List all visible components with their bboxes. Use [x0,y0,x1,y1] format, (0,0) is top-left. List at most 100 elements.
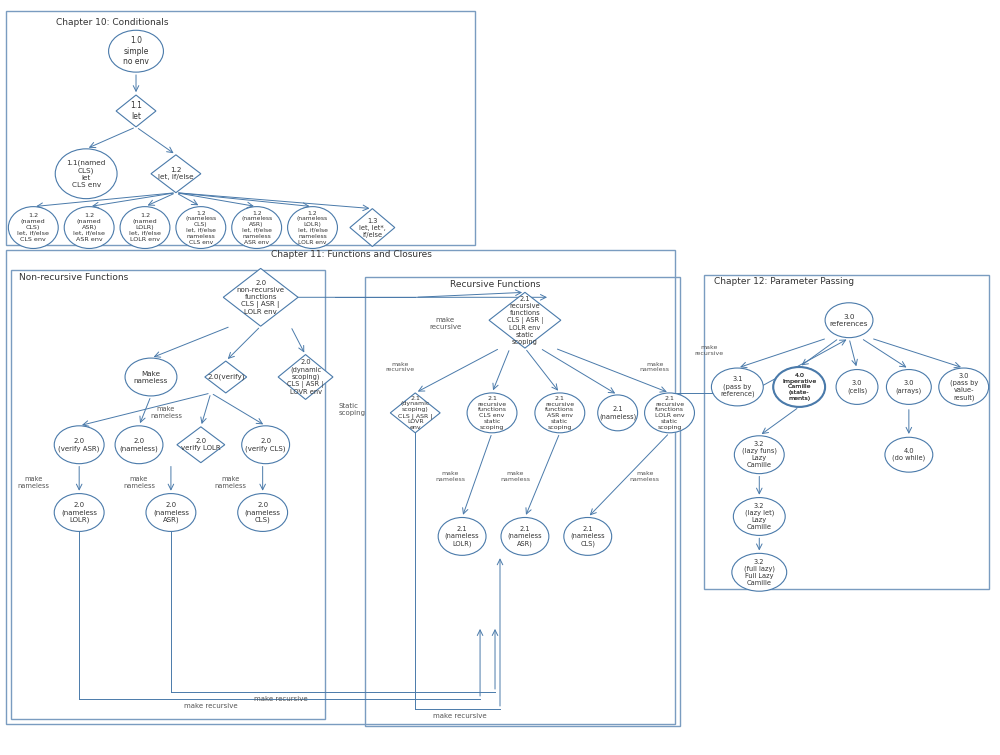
Polygon shape [278,355,333,399]
Ellipse shape [54,494,104,532]
Polygon shape [390,393,440,433]
Text: 3.2
(lazy let)
Lazy
Camille: 3.2 (lazy let) Lazy Camille [745,503,774,530]
Text: 2.1
recursive
functions
CLS env
static
scoping: 2.1 recursive functions CLS env static s… [477,396,507,430]
Text: 1.2
(named
CLS)
let, if/else
CLS env: 1.2 (named CLS) let, if/else CLS env [17,214,49,242]
Text: Make
nameless: Make nameless [134,371,168,384]
Text: Static
scoping: Static scoping [338,403,365,416]
Text: 4.0
Imperative
Camille
(state-
ments): 4.0 Imperative Camille (state- ments) [782,373,816,401]
Ellipse shape [773,367,825,407]
Text: 2.1
(nameless): 2.1 (nameless) [599,406,636,420]
Text: 3.2
(full lazy)
Full Lazy
Camille: 3.2 (full lazy) Full Lazy Camille [744,559,775,586]
Text: 1.2
(named
LOLR)
let, if/else
LOLR env: 1.2 (named LOLR) let, if/else LOLR env [129,214,161,242]
Text: 2.0(verify): 2.0(verify) [207,374,245,381]
Ellipse shape [438,517,486,556]
Ellipse shape [773,367,825,407]
Text: 2.1
(nameless
LOLR): 2.1 (nameless LOLR) [445,526,479,547]
Text: 1.3
let, let*,
if/else: 1.3 let, let*, if/else [359,217,386,238]
Polygon shape [177,427,225,463]
Ellipse shape [8,207,58,248]
Ellipse shape [734,436,784,473]
Text: 2.0
(nameless
ASR): 2.0 (nameless ASR) [153,502,189,523]
Text: 4.0
Imperative
Camille
(state-
ments): 4.0 Imperative Camille (state- ments) [782,373,816,401]
Text: make recursive: make recursive [254,696,307,702]
Text: make
nameless: make nameless [123,476,155,489]
Text: Chapter 10: Conditionals: Chapter 10: Conditionals [56,18,169,27]
Text: make
nameless: make nameless [640,362,670,372]
Ellipse shape [125,358,177,396]
Text: 2.1
recursive
functions
ASR env
static
scoping: 2.1 recursive functions ASR env static s… [545,396,574,430]
Text: 4.0
(do while): 4.0 (do while) [892,448,925,461]
Text: 1.1(named
CLS)
let
CLS env: 1.1(named CLS) let CLS env [66,160,106,188]
Ellipse shape [54,426,104,464]
Text: Chapter 12: Parameter Passing: Chapter 12: Parameter Passing [714,277,855,286]
Text: 1.2
(named
ASR)
let, if/else
ASR env: 1.2 (named ASR) let, if/else ASR env [73,214,105,242]
Text: make
recursive: make recursive [695,345,724,356]
Text: make
recursive: make recursive [386,362,415,372]
Text: 2.0
verify LOLR: 2.0 verify LOLR [181,438,221,451]
Ellipse shape [886,369,931,405]
Polygon shape [489,292,561,348]
Text: make
nameless: make nameless [150,406,182,419]
Ellipse shape [232,207,282,248]
Text: 2.1
(dynamic
scoping)
CLS | ASR |
LOVR
env: 2.1 (dynamic scoping) CLS | ASR | LOVR e… [398,396,432,430]
Text: 2.0
(nameless
LOLR): 2.0 (nameless LOLR) [61,502,97,523]
Text: 2.0
non-recursive
functions
CLS | ASR |
LOLR env: 2.0 non-recursive functions CLS | ASR | … [237,280,285,315]
Ellipse shape [55,149,117,199]
Text: 1.0
simple
no env: 1.0 simple no env [123,36,149,66]
Text: Chapter 11: Functions and Closures: Chapter 11: Functions and Closures [271,251,432,260]
Ellipse shape [885,437,933,472]
Ellipse shape [64,207,114,248]
Text: 3.1
(pass by
reference): 3.1 (pass by reference) [720,377,755,397]
Text: 1.2
(nameless
LOLR)
let, if/else
nameless
LOLR env: 1.2 (nameless LOLR) let, if/else nameles… [297,211,328,245]
Text: make
nameless: make nameless [630,471,660,482]
Ellipse shape [120,207,170,248]
Ellipse shape [711,368,763,406]
Ellipse shape [115,426,163,464]
Ellipse shape [836,369,878,405]
Ellipse shape [467,393,517,433]
Text: make
recursive: make recursive [429,316,461,330]
Text: make
nameless: make nameless [500,471,530,482]
Text: 2.0
(nameless
CLS): 2.0 (nameless CLS) [245,502,281,523]
Text: 3.0
references: 3.0 references [830,314,868,327]
Text: make
nameless: make nameless [435,471,465,482]
Text: make
nameless: make nameless [17,476,49,489]
Text: make recursive: make recursive [184,703,238,709]
Text: 2.0
(verify ASR): 2.0 (verify ASR) [58,438,100,451]
Ellipse shape [288,207,337,248]
Ellipse shape [176,207,226,248]
Polygon shape [116,95,156,127]
Text: 2.0
(verify CLS): 2.0 (verify CLS) [245,438,286,451]
Text: Recursive Functions: Recursive Functions [450,280,541,289]
Ellipse shape [939,368,989,406]
Text: 1.2
let, if/else: 1.2 let, if/else [158,168,194,180]
Text: 2.0
(nameless): 2.0 (nameless) [120,438,158,451]
Text: 2.0
(dynamic
scoping)
CLS | ASR |
LOVR env: 2.0 (dynamic scoping) CLS | ASR | LOVR e… [287,359,324,395]
Text: 1.2
(nameless
CLS)
let, if/else
nameless
CLS env: 1.2 (nameless CLS) let, if/else nameless… [185,211,216,245]
Text: 1.1
let: 1.1 let [130,101,142,121]
Text: 2.1
recursive
functions
CLS | ASR |
LOLR env
static
scoping: 2.1 recursive functions CLS | ASR | LOLR… [507,296,543,345]
Ellipse shape [732,553,787,591]
Polygon shape [205,361,247,393]
Text: 3.2
(lazy funs)
Lazy
Camille: 3.2 (lazy funs) Lazy Camille [742,441,777,468]
Ellipse shape [564,517,612,556]
Ellipse shape [242,426,290,464]
Ellipse shape [598,395,638,431]
Text: 3.0
(arrays): 3.0 (arrays) [896,381,922,393]
Ellipse shape [535,393,585,433]
Polygon shape [223,269,298,326]
Text: Non-recursive Functions: Non-recursive Functions [19,273,129,282]
Text: 1.2
(nameless
ASR)
let, if/else
nameless
ASR env: 1.2 (nameless ASR) let, if/else nameless… [241,211,272,245]
Polygon shape [151,155,201,193]
Ellipse shape [733,498,785,535]
Ellipse shape [501,517,549,556]
Text: 2.1
recursive
functions
LOLR env
static
scoping: 2.1 recursive functions LOLR env static … [655,396,684,430]
Text: make recursive: make recursive [433,713,487,719]
Text: 3.0
(pass by
value-
result): 3.0 (pass by value- result) [950,373,978,401]
Ellipse shape [109,30,163,72]
Ellipse shape [238,494,288,532]
Text: 2.1
(nameless
CLS): 2.1 (nameless CLS) [570,526,605,547]
Ellipse shape [146,494,196,532]
Ellipse shape [825,303,873,337]
Text: 3.0
(cells): 3.0 (cells) [847,381,867,393]
